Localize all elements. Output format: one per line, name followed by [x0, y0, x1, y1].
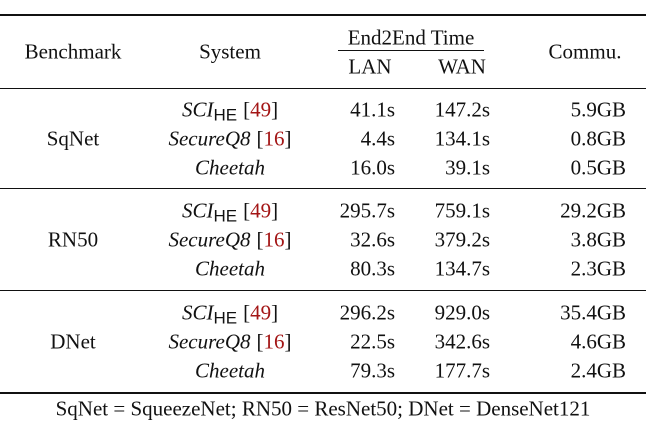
commu-cell: 4.6GB [570, 329, 626, 354]
span-underline [338, 50, 484, 51]
system-cell: SCIHE [49] [181, 97, 279, 124]
citation: [49] [243, 300, 279, 325]
lan-cell: 41.1s [350, 97, 395, 122]
commu-cell: 2.3GB [570, 256, 626, 281]
benchmark-cell: DNet [50, 329, 96, 354]
citation: [49] [243, 198, 279, 223]
benchmark-cell: RN50 [47, 227, 99, 252]
system-name: SecureQ8 [168, 126, 251, 151]
lan-cell: 79.3s [350, 358, 395, 383]
system-name: Cheetah [195, 358, 265, 383]
system-cell: SCIHE [49] [181, 198, 279, 225]
system-subscript: HE [213, 105, 238, 125]
wan-cell: 379.2s [434, 227, 490, 252]
lan-cell: 4.4s [360, 126, 395, 151]
header-cell: Commu. [548, 39, 622, 64]
group-rule [0, 290, 646, 291]
commu-cell: 0.8GB [570, 126, 626, 151]
system-cell: SecureQ8 [16] [168, 227, 292, 252]
citation: [16] [256, 227, 292, 252]
lan-cell: 295.7s [339, 198, 395, 223]
system-cell: SecureQ8 [16] [168, 329, 292, 354]
system-subscript: HE [213, 206, 238, 226]
citation: [49] [243, 97, 279, 122]
wan-cell: 39.1s [445, 155, 490, 180]
lan-cell: 16.0s [350, 155, 395, 180]
header-cell: End2End Time [347, 25, 475, 50]
commu-cell: 2.4GB [570, 358, 626, 383]
commu-cell: 35.4GB [560, 300, 626, 325]
system-name: Cheetah [195, 155, 265, 180]
system-cell: Cheetah [195, 358, 265, 383]
commu-cell: 0.5GB [570, 155, 626, 180]
commu-cell: 5.9GB [570, 97, 626, 122]
wan-cell: 177.7s [434, 358, 490, 383]
commu-cell: 3.8GB [570, 227, 626, 252]
wan-cell: 147.2s [434, 97, 490, 122]
footnote: SqNet = SqueezeNet; RN50 = ResNet50; DNe… [55, 396, 591, 421]
system-cell: Cheetah [195, 155, 265, 180]
system-name: SCI [181, 198, 214, 223]
bottom-rule [0, 392, 646, 394]
benchmark-cell: SqNet [46, 126, 100, 151]
lan-cell: 32.6s [350, 227, 395, 252]
group-rule [0, 188, 646, 189]
system-subscript: HE [213, 308, 238, 328]
top-rule [0, 14, 646, 16]
header-cell: WAN [438, 54, 486, 79]
system-name: SCI [181, 97, 214, 122]
citation: [16] [256, 126, 292, 151]
wan-cell: 134.7s [434, 256, 490, 281]
system-cell: SCIHE [49] [181, 300, 279, 327]
wan-cell: 929.0s [434, 300, 490, 325]
system-cell: SecureQ8 [16] [168, 126, 292, 151]
system-name: Cheetah [195, 256, 265, 281]
wan-cell: 134.1s [434, 126, 490, 151]
system-name: SecureQ8 [168, 227, 251, 252]
lan-cell: 80.3s [350, 256, 395, 281]
wan-cell: 759.1s [434, 198, 490, 223]
system-name: SecureQ8 [168, 329, 251, 354]
lan-cell: 296.2s [339, 300, 395, 325]
header-cell: LAN [348, 54, 392, 79]
system-cell: Cheetah [195, 256, 265, 281]
commu-cell: 29.2GB [560, 198, 626, 223]
header-cell: System [199, 39, 261, 64]
citation: [16] [256, 329, 292, 354]
lan-cell: 22.5s [350, 329, 395, 354]
header-rule [0, 88, 646, 89]
header-cell: Benchmark [24, 39, 122, 64]
system-name: SCI [181, 300, 214, 325]
wan-cell: 342.6s [434, 329, 490, 354]
